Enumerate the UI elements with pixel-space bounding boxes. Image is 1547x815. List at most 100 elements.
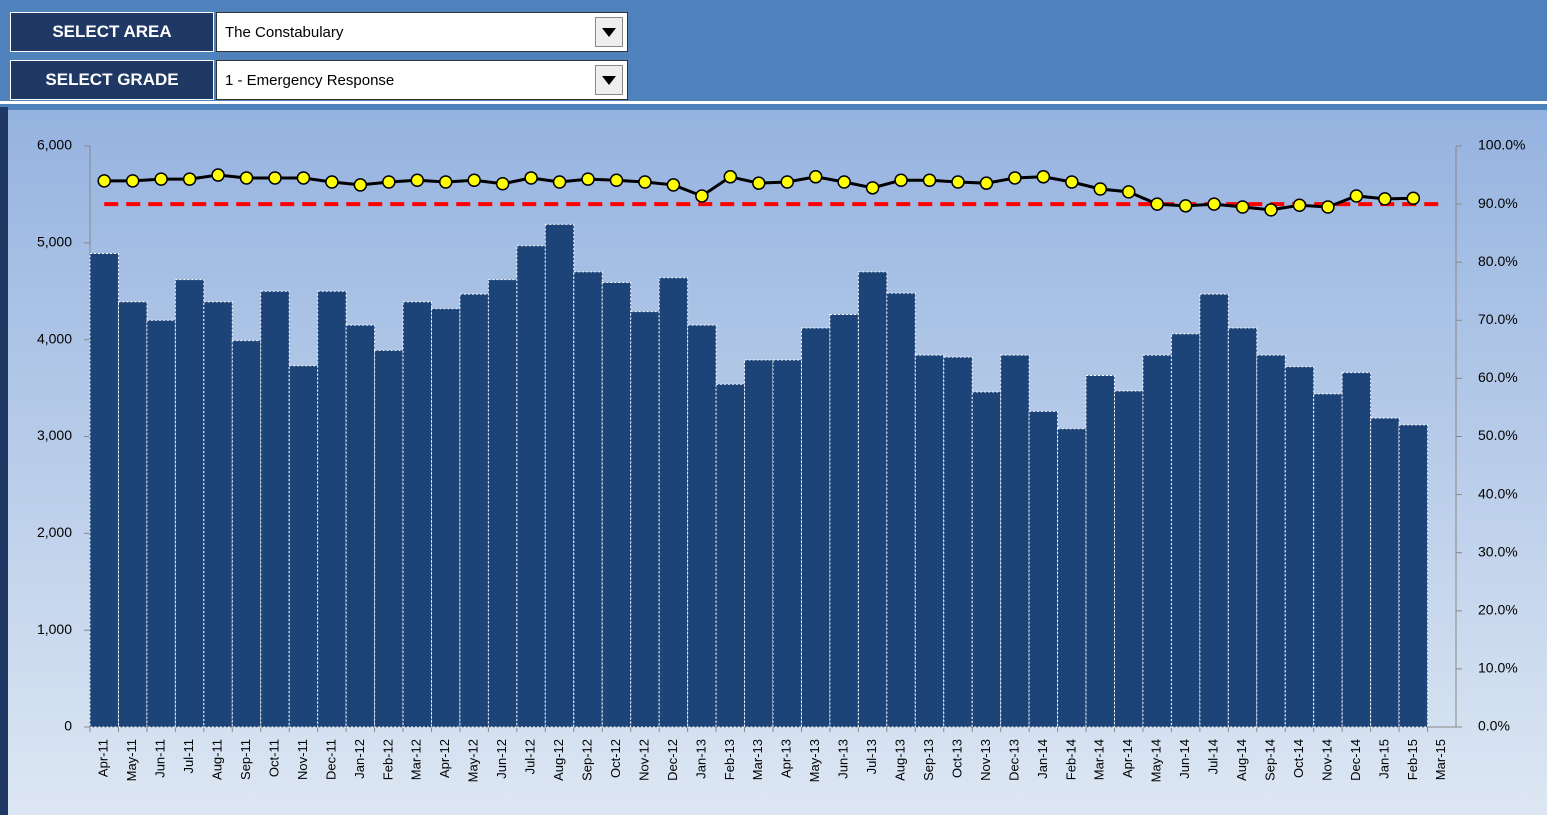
- area-dropdown[interactable]: The Constabulary: [216, 12, 628, 52]
- y2-tick-label: 50.0%: [1478, 427, 1518, 443]
- y-tick-label: 5,000: [37, 234, 72, 250]
- x-tick-label: Mar-14: [1092, 739, 1107, 780]
- x-tick-label: Nov-14: [1319, 739, 1334, 781]
- y2-tick-label: 90.0%: [1478, 195, 1518, 211]
- x-tick-label: Dec-12: [665, 739, 680, 781]
- bar: [1199, 293, 1229, 728]
- grade-row: SELECT GRADE 1 - Emergency Response: [10, 60, 628, 100]
- line-marker: [1036, 170, 1051, 184]
- line-marker: [382, 175, 396, 189]
- x-tick-label: Jan-12: [352, 739, 367, 779]
- bar: [1256, 354, 1286, 728]
- grade-dropdown[interactable]: 1 - Emergency Response: [216, 60, 628, 100]
- x-tick-label: Dec-11: [323, 739, 338, 780]
- line-marker: [211, 168, 225, 182]
- x-tick-label: Jun-12: [494, 739, 509, 779]
- bar: [1398, 424, 1429, 728]
- line-marker: [1178, 199, 1193, 213]
- dropdown-arrow[interactable]: [595, 65, 623, 95]
- line-marker: [666, 178, 681, 192]
- x-tick-label: Oct-12: [608, 739, 623, 778]
- line-marker: [1349, 189, 1364, 203]
- line-marker: [951, 175, 965, 189]
- x-tick-label: Feb-15: [1405, 739, 1420, 780]
- line-marker: [865, 181, 880, 195]
- x-tick-label: Jun-14: [1177, 739, 1192, 779]
- bar: [1370, 417, 1400, 728]
- line-marker: [922, 173, 937, 188]
- x-tick-label: Dec-14: [1348, 739, 1363, 781]
- bar: [260, 290, 290, 728]
- x-tick-label: Mar-15: [1433, 739, 1448, 780]
- bar: [174, 279, 205, 728]
- x-tick-label: Jul-11: [181, 739, 196, 773]
- line-marker: [808, 170, 823, 184]
- line-marker: [296, 171, 311, 185]
- bar: [317, 290, 347, 728]
- dropdown-arrow[interactable]: [595, 17, 623, 47]
- bar: [1284, 366, 1315, 728]
- x-tick-label: Oct-14: [1291, 739, 1306, 778]
- bar: [1114, 390, 1144, 728]
- x-tick-label: May-14: [1149, 739, 1164, 782]
- x-tick-label: Jul-14: [1206, 739, 1221, 774]
- x-tick-label: Nov-13: [978, 739, 993, 781]
- line-marker: [780, 175, 794, 189]
- bar: [914, 354, 945, 728]
- line-marker: [239, 171, 254, 185]
- y2-tick-label: 80.0%: [1478, 253, 1518, 269]
- y2-tick-label: 30.0%: [1478, 543, 1518, 559]
- y-tick-label: 4,000: [37, 330, 72, 346]
- grade-label: SELECT GRADE: [10, 60, 214, 100]
- bar: [402, 301, 432, 728]
- line-marker: [125, 174, 140, 188]
- y2-tick-label: 100.0%: [1478, 137, 1525, 153]
- x-tick-label: Apr-13: [779, 739, 794, 778]
- bar: [203, 301, 233, 728]
- line-marker: [894, 173, 908, 188]
- bar: [971, 391, 1002, 728]
- bar: [800, 327, 831, 728]
- bar: [715, 383, 746, 728]
- y-tick-label: 6,000: [37, 137, 72, 153]
- bar: [431, 308, 461, 728]
- bar: [630, 311, 660, 728]
- x-tick-label: Sep-13: [921, 739, 936, 781]
- bar: [288, 365, 319, 728]
- x-tick-label: Feb-12: [380, 739, 395, 780]
- grade-value: 1 - Emergency Response: [225, 71, 395, 89]
- x-tick-label: Jun-11: [153, 739, 168, 778]
- line-marker: [1121, 185, 1136, 199]
- line-marker: [552, 175, 567, 189]
- bar: [231, 340, 262, 728]
- line-marker: [438, 175, 453, 189]
- line-marker: [97, 174, 111, 188]
- line-marker: [638, 175, 652, 189]
- x-tick-label: May-12: [466, 739, 481, 782]
- line-marker: [495, 177, 510, 191]
- area-label: SELECT AREA: [10, 12, 214, 52]
- bar: [487, 279, 518, 728]
- y2-tick-label: 20.0%: [1478, 602, 1518, 618]
- x-tick-label: Apr-12: [437, 739, 452, 778]
- line-marker: [1150, 197, 1164, 211]
- line-marker: [268, 171, 282, 185]
- line-marker: [467, 173, 481, 188]
- bar: [1028, 410, 1059, 728]
- x-tick-label: Jul-12: [523, 739, 538, 774]
- x-tick-label: Feb-13: [722, 739, 737, 780]
- bar: [117, 301, 148, 728]
- bar: [1170, 333, 1201, 728]
- line-marker: [325, 175, 339, 189]
- x-tick-label: Sep-12: [579, 739, 594, 781]
- x-tick-label: Nov-12: [636, 739, 651, 781]
- x-tick-label: Mar-13: [750, 739, 765, 780]
- bar: [89, 252, 119, 728]
- x-tick-label: Oct-11: [266, 739, 281, 777]
- line-marker: [1406, 191, 1421, 206]
- bar: [1000, 354, 1030, 728]
- line-marker: [581, 172, 595, 186]
- line-marker: [723, 170, 738, 184]
- line-marker: [752, 176, 766, 190]
